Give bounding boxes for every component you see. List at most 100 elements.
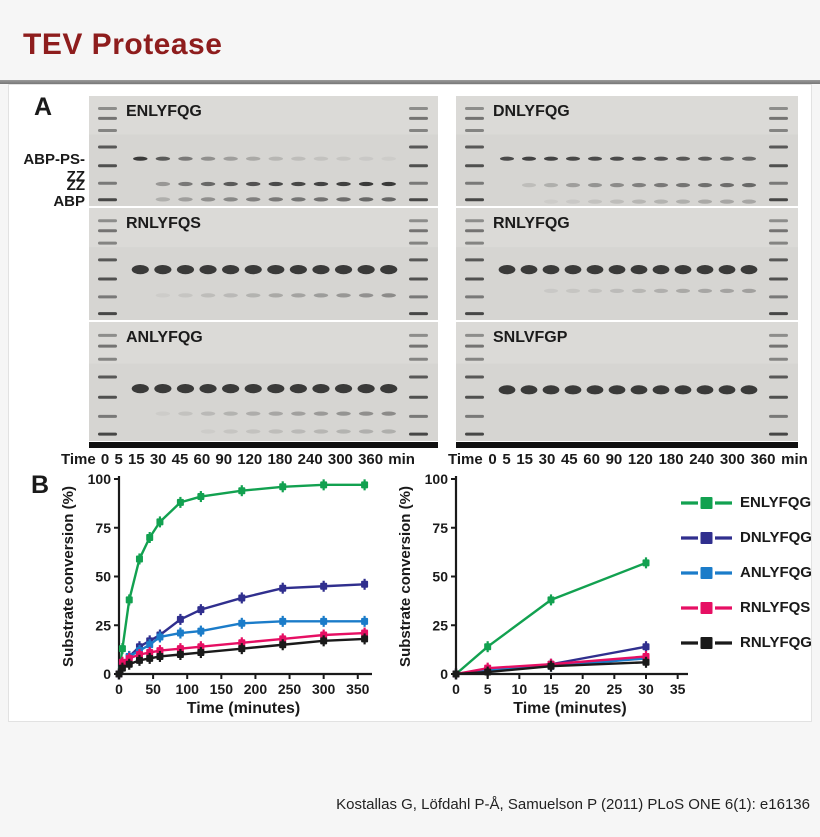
ladder-band bbox=[98, 414, 117, 418]
series-line-RNLYFQG bbox=[455, 661, 647, 676]
gel-band bbox=[313, 411, 329, 416]
ladder-band bbox=[409, 229, 428, 233]
ladder-band bbox=[465, 357, 484, 361]
gel-band bbox=[543, 199, 559, 204]
figure-panel: A B ABP-PS-ZZ ZZ ABP ENLYFQG DNLYFQG RNL… bbox=[8, 84, 812, 722]
gel-band bbox=[741, 156, 757, 161]
series-line-RNLYFQS bbox=[455, 655, 647, 676]
ladder-band bbox=[465, 198, 484, 202]
gel-band bbox=[543, 288, 559, 293]
data-marker bbox=[279, 584, 287, 592]
ladder-band bbox=[465, 312, 484, 316]
time-axis-unit: min bbox=[388, 450, 415, 468]
kinetics-chart-short: 0 25 50 75 100 0 5 10 15 20 25 30 35 Time (minutes) Su… bbox=[396, 471, 696, 723]
data-marker bbox=[361, 481, 369, 489]
data-marker bbox=[238, 645, 246, 653]
citation: Kostallas G, Löfdahl P-Å, Samuelson P (2… bbox=[336, 796, 810, 813]
chart-legend: ENLYFQG DNLYFQG ANLYFQG RNLYFQS RNLYFQG bbox=[681, 485, 812, 660]
gel-band bbox=[291, 293, 306, 298]
ladder-band bbox=[465, 241, 484, 245]
gel-band bbox=[674, 265, 692, 275]
time-tick: 30 bbox=[149, 450, 167, 468]
y-tick-label: 0 bbox=[440, 666, 448, 682]
ladder-band bbox=[769, 219, 788, 223]
gel-background bbox=[456, 96, 798, 206]
ladder-band bbox=[769, 357, 788, 361]
time-tick: 45 bbox=[171, 450, 189, 468]
gel-band bbox=[245, 429, 261, 434]
y-tick-label: 75 bbox=[432, 520, 448, 536]
gel-band bbox=[565, 199, 581, 204]
gel-band bbox=[200, 197, 216, 202]
y-tick-label: 50 bbox=[432, 569, 448, 585]
ladder-band bbox=[465, 145, 484, 149]
gel-band bbox=[564, 385, 582, 395]
data-marker bbox=[642, 652, 650, 660]
gel-band bbox=[313, 429, 329, 434]
data-marker bbox=[156, 518, 164, 526]
time-tick: 5 bbox=[114, 450, 123, 468]
time-tick: 60 bbox=[193, 450, 211, 468]
data-marker bbox=[146, 641, 154, 649]
ladder-band bbox=[769, 241, 788, 245]
gel-band bbox=[178, 293, 193, 298]
gel-band bbox=[244, 265, 262, 275]
ladder-band bbox=[409, 395, 428, 399]
ladder-band bbox=[98, 145, 117, 149]
gel-band bbox=[313, 156, 329, 161]
gel-band bbox=[631, 199, 647, 204]
gel-name-label: RNLYFQS bbox=[126, 215, 201, 232]
y-tick-label: 75 bbox=[95, 520, 111, 536]
gel-band bbox=[543, 183, 559, 188]
x-tick-label: 0 bbox=[452, 681, 460, 697]
ladder-band bbox=[98, 357, 117, 361]
ladder-band bbox=[409, 375, 428, 379]
gel-band bbox=[178, 197, 193, 202]
gel-band bbox=[358, 181, 374, 187]
data-marker bbox=[279, 483, 287, 491]
data-marker bbox=[197, 643, 205, 651]
gel-band bbox=[608, 265, 626, 275]
gel-band bbox=[267, 384, 285, 394]
data-marker bbox=[176, 645, 184, 653]
gel-snlvfgp: SNLVFGP bbox=[456, 322, 798, 441]
gel-band bbox=[200, 156, 216, 161]
data-marker bbox=[146, 534, 154, 541]
ladder-band bbox=[769, 295, 788, 299]
gel-band bbox=[223, 429, 238, 434]
ladder-band bbox=[98, 277, 117, 281]
time-tick: 120 bbox=[237, 450, 263, 468]
gel-band bbox=[675, 183, 691, 188]
ladder-band bbox=[769, 164, 788, 168]
gel-band bbox=[312, 265, 330, 275]
gel-band bbox=[334, 265, 353, 275]
gel-band bbox=[675, 199, 691, 204]
x-tick-label: 350 bbox=[346, 681, 370, 697]
data-marker bbox=[320, 617, 328, 625]
gel-band bbox=[653, 199, 669, 204]
gel-name-label: RNLYFQG bbox=[493, 215, 570, 232]
time-tick: 240 bbox=[689, 450, 715, 468]
data-marker bbox=[547, 596, 555, 604]
gel-band bbox=[587, 156, 603, 161]
ladder-band bbox=[98, 258, 117, 262]
ladder-band bbox=[98, 198, 117, 202]
legend-marker-icon bbox=[681, 601, 732, 614]
gel-band bbox=[697, 199, 713, 204]
data-marker bbox=[361, 635, 369, 643]
gel-band bbox=[697, 156, 713, 161]
gel-band bbox=[131, 384, 149, 394]
gel-band bbox=[381, 197, 396, 202]
data-marker bbox=[146, 654, 154, 662]
time-axis-prefix: Time bbox=[448, 450, 483, 468]
data-marker bbox=[320, 582, 328, 590]
gel-background bbox=[456, 322, 798, 441]
data-marker bbox=[320, 637, 328, 645]
gel-band bbox=[223, 181, 238, 187]
data-marker bbox=[197, 493, 205, 501]
x-axis-title: Time (minutes) bbox=[513, 700, 627, 717]
legend-marker-icon bbox=[681, 531, 732, 544]
time-tick: 0 bbox=[488, 450, 497, 468]
gel-band bbox=[740, 265, 758, 275]
data-marker bbox=[484, 668, 492, 676]
